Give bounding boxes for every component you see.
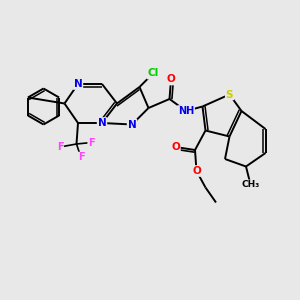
Text: F: F (88, 137, 95, 148)
Text: O: O (192, 166, 201, 176)
Text: O: O (167, 74, 176, 85)
Text: N: N (128, 119, 136, 130)
Text: F: F (57, 142, 63, 152)
Text: N: N (74, 79, 82, 89)
Text: F: F (78, 152, 84, 163)
Text: CH₃: CH₃ (242, 180, 260, 189)
Text: S: S (226, 89, 233, 100)
Text: N: N (98, 118, 106, 128)
Text: NH: NH (178, 106, 194, 116)
Text: O: O (171, 142, 180, 152)
Text: Cl: Cl (147, 68, 159, 79)
